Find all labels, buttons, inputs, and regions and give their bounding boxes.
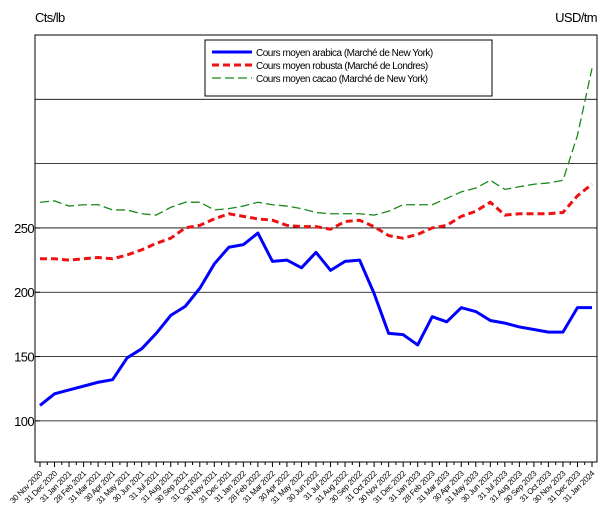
series-line xyxy=(40,183,593,262)
legend-label: Cours moyen cacao (Marché de New York) xyxy=(256,74,428,85)
y2-axis-label: USD/tm xyxy=(555,10,597,25)
legend-label: Cours moyen robusta (Marché de Londres) xyxy=(256,61,428,72)
y-tick-label: 200 xyxy=(14,285,34,300)
series-line xyxy=(39,231,592,407)
series-line xyxy=(39,68,593,216)
y-axis-label: Cts/lb xyxy=(35,10,65,25)
legend-box xyxy=(204,39,493,97)
y-tick-label: 150 xyxy=(14,350,34,365)
y-tick-label: 100 xyxy=(14,414,34,429)
y-tick-label: 250 xyxy=(14,221,34,236)
legend-label: Cours moyen arabica (Marché de New York) xyxy=(256,48,433,59)
legend: Cours moyen arabica (Marché de New York)… xyxy=(204,39,493,97)
